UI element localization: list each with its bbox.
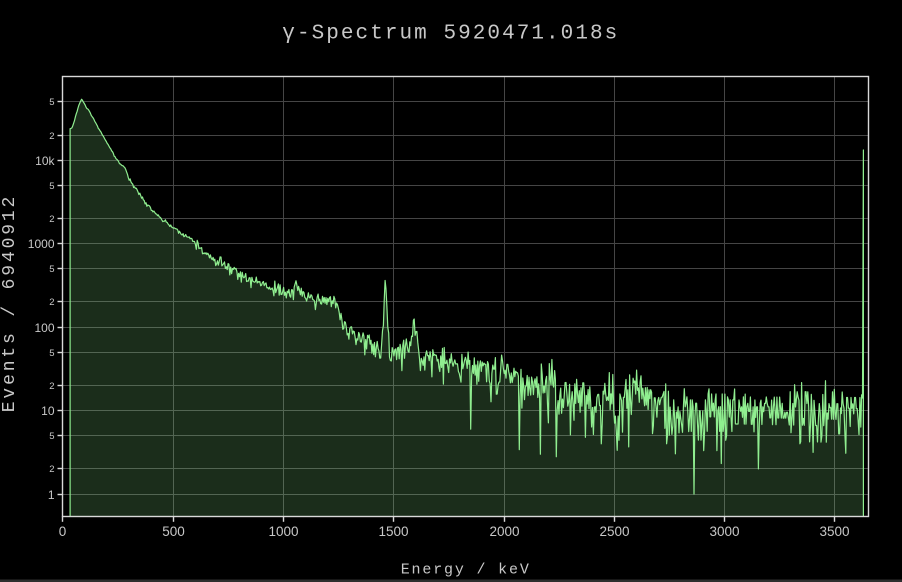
svg-text:2000: 2000 xyxy=(489,524,519,539)
svg-text:10: 10 xyxy=(41,404,55,418)
svg-text:1500: 1500 xyxy=(378,524,408,539)
svg-text:3500: 3500 xyxy=(819,524,849,539)
svg-text:5: 5 xyxy=(49,97,54,108)
svg-text:Energy / keV: Energy / keV xyxy=(401,562,531,579)
svg-text:1000: 1000 xyxy=(268,524,298,539)
svg-text:1000: 1000 xyxy=(28,237,55,251)
svg-text:1: 1 xyxy=(48,488,55,502)
svg-text:2500: 2500 xyxy=(599,524,629,539)
svg-text:2: 2 xyxy=(49,381,54,392)
svg-text:5: 5 xyxy=(49,431,54,442)
svg-text:γ-Spectrum 5920471.018s: γ-Spectrum 5920471.018s xyxy=(282,22,619,45)
svg-text:100: 100 xyxy=(34,321,54,335)
svg-text:2: 2 xyxy=(49,297,54,308)
svg-text:Events / 6940912: Events / 6940912 xyxy=(0,194,20,412)
svg-text:5: 5 xyxy=(49,264,54,275)
svg-text:2: 2 xyxy=(49,131,54,142)
svg-text:2: 2 xyxy=(49,214,54,225)
svg-text:0: 0 xyxy=(59,524,67,539)
svg-text:10k: 10k xyxy=(35,154,55,168)
svg-text:5: 5 xyxy=(49,181,54,192)
svg-text:3000: 3000 xyxy=(709,524,739,539)
svg-text:5: 5 xyxy=(49,348,54,359)
svg-text:2: 2 xyxy=(49,464,54,475)
svg-text:500: 500 xyxy=(162,524,185,539)
